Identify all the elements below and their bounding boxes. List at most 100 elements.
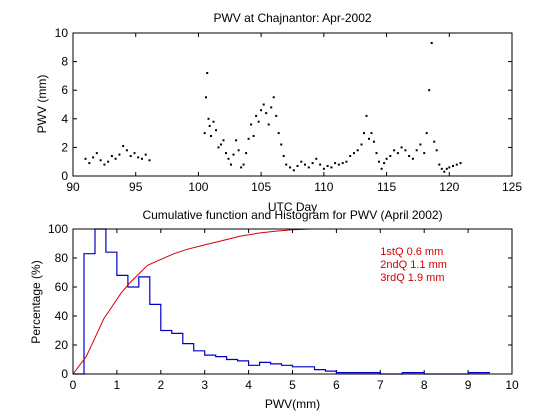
data-point bbox=[84, 157, 87, 160]
data-point bbox=[230, 163, 232, 166]
x-tick-label: 8 bbox=[421, 378, 428, 392]
data-point bbox=[250, 123, 253, 126]
x-tick-label: 6 bbox=[333, 378, 340, 392]
data-point bbox=[225, 152, 227, 155]
data-point bbox=[430, 42, 433, 44]
data-point bbox=[423, 152, 426, 155]
data-point bbox=[207, 117, 210, 120]
y-tick-label: 2 bbox=[61, 140, 68, 154]
y-tick-label: 4 bbox=[61, 112, 68, 126]
data-point bbox=[375, 152, 378, 155]
data-point bbox=[438, 163, 441, 166]
data-point bbox=[265, 112, 268, 115]
data-point bbox=[257, 120, 260, 123]
quartile-annotation: 1stQ 0.6 mm bbox=[380, 246, 443, 258]
y-tick-label: 6 bbox=[61, 83, 68, 97]
data-point bbox=[88, 162, 91, 165]
data-point bbox=[411, 157, 414, 160]
data-point bbox=[267, 123, 270, 126]
data-point bbox=[110, 155, 113, 157]
data-point bbox=[203, 132, 206, 135]
x-tick-label: 0 bbox=[70, 378, 77, 392]
data-point bbox=[360, 143, 363, 146]
data-point bbox=[215, 129, 217, 132]
data-point bbox=[408, 155, 411, 157]
quartile-annotation: 2ndQ 1.1 mm bbox=[380, 259, 447, 271]
data-point bbox=[452, 165, 454, 167]
data-point bbox=[232, 153, 235, 156]
data-point bbox=[304, 163, 306, 166]
x-tick-label: 115 bbox=[377, 180, 396, 194]
y-tick-label: 10 bbox=[55, 26, 69, 40]
x-tick-label: 5 bbox=[289, 378, 296, 392]
y-tick-label: 60 bbox=[55, 280, 69, 294]
data-point bbox=[277, 132, 280, 135]
y-tick-label: 20 bbox=[55, 338, 69, 352]
data-point bbox=[129, 155, 132, 157]
data-point bbox=[114, 157, 117, 160]
x-tick-label: 7 bbox=[377, 378, 384, 392]
data-points bbox=[84, 42, 462, 173]
data-point bbox=[217, 146, 220, 149]
data-point bbox=[455, 163, 458, 166]
data-point bbox=[289, 166, 291, 169]
data-point bbox=[400, 146, 403, 149]
data-point bbox=[393, 149, 396, 152]
data-point bbox=[208, 125, 211, 127]
data-point bbox=[330, 166, 333, 169]
x-tick-label: 9 bbox=[465, 378, 472, 392]
data-point bbox=[99, 159, 102, 162]
y-tick-label: 40 bbox=[55, 309, 69, 323]
data-point bbox=[322, 167, 325, 170]
x-tick-label: 110 bbox=[314, 180, 333, 194]
x-tick-label: 125 bbox=[502, 180, 522, 194]
data-point bbox=[459, 162, 462, 165]
data-point bbox=[445, 167, 448, 170]
data-point bbox=[443, 170, 446, 173]
data-point bbox=[396, 152, 399, 155]
data-point bbox=[137, 156, 140, 159]
data-point bbox=[428, 89, 431, 92]
x-tick-label: 4 bbox=[245, 378, 252, 392]
data-point bbox=[206, 72, 209, 74]
y-axis-label: PWV (mm) bbox=[35, 75, 49, 134]
data-point bbox=[240, 166, 243, 169]
plot-area bbox=[72, 32, 513, 177]
data-point bbox=[341, 162, 344, 165]
data-point bbox=[275, 114, 278, 117]
data-point bbox=[148, 159, 151, 162]
plot-area bbox=[72, 228, 513, 375]
data-point bbox=[383, 162, 386, 165]
data-point bbox=[282, 155, 285, 157]
data-point bbox=[237, 149, 240, 152]
y-tick-label: 0 bbox=[61, 367, 68, 381]
data-point bbox=[252, 135, 255, 137]
data-point bbox=[345, 160, 348, 163]
data-point bbox=[242, 163, 245, 166]
data-point bbox=[425, 132, 428, 135]
data-point bbox=[311, 162, 314, 165]
x-tick-label: 2 bbox=[157, 378, 164, 392]
data-point bbox=[222, 139, 225, 142]
data-point bbox=[122, 145, 125, 147]
data-point bbox=[300, 160, 303, 163]
x-axis-label: UTC Day bbox=[268, 200, 317, 214]
data-point bbox=[212, 120, 215, 123]
data-point bbox=[280, 143, 283, 146]
data-point bbox=[260, 109, 263, 112]
data-point bbox=[247, 137, 250, 140]
data-point bbox=[349, 155, 352, 157]
data-point bbox=[235, 139, 238, 142]
data-point bbox=[270, 106, 273, 109]
data-point bbox=[125, 149, 128, 152]
chart-title: PWV at Chajnantor: Apr-2002 bbox=[213, 11, 371, 25]
data-point bbox=[380, 167, 383, 170]
data-point bbox=[272, 96, 275, 99]
x-tick-label: 3 bbox=[201, 378, 208, 392]
data-point bbox=[415, 149, 418, 152]
x-tick-label: 100 bbox=[188, 180, 208, 194]
data-point bbox=[315, 157, 318, 160]
